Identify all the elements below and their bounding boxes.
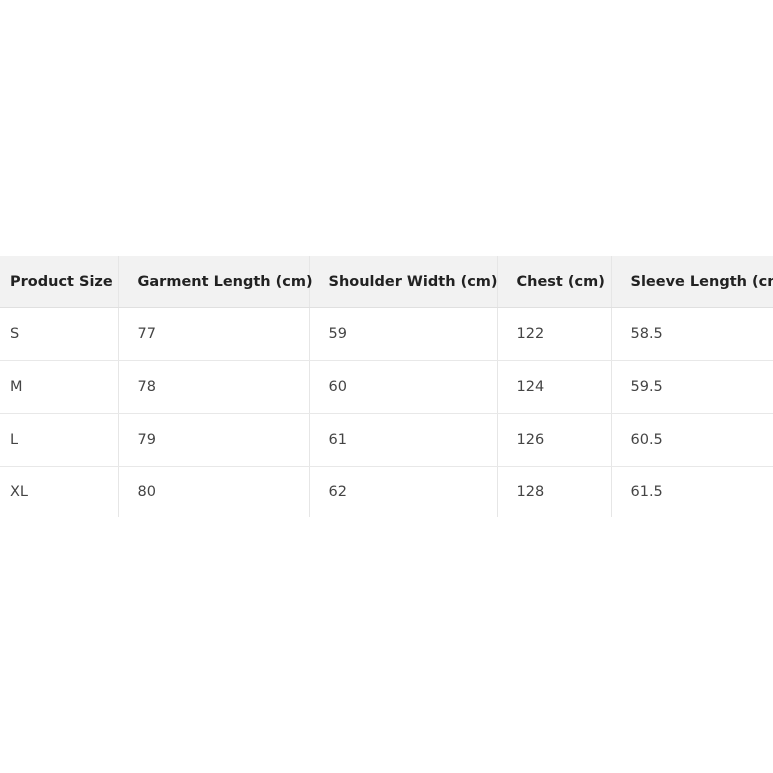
table-cell: S (0, 307, 119, 361)
table-body: S 77 59 122 58.5 M 78 60 124 59.5 L 79 61 126 60.5 XL 80… (0, 307, 773, 517)
table-cell: 77 (118, 307, 310, 361)
table-cell: L (0, 413, 119, 467)
table-cell: 60.5 (611, 413, 773, 467)
table-row: XL 80 62 128 61.5 (0, 466, 773, 517)
header-cell: Shoulder Width (cm) (309, 256, 498, 308)
table-cell: 62 (309, 466, 498, 517)
table-cell: 78 (118, 360, 310, 414)
table-cell: M (0, 360, 119, 414)
table-cell: 124 (497, 360, 612, 414)
table-row: L 79 61 126 60.5 (0, 413, 773, 467)
table-cell: 126 (497, 413, 612, 467)
table-cell: 58.5 (611, 307, 773, 361)
size-table: Product Size Garment Length (cm) Shoulder … (0, 256, 773, 517)
table-cell: XL (0, 466, 119, 517)
table-cell: 61.5 (611, 466, 773, 517)
table-cell: 60 (309, 360, 498, 414)
table-cell: 80 (118, 466, 310, 517)
table-container: Product Size Garment Length (cm) Shoulder … (0, 256, 773, 517)
header-row: Product Size Garment Length (cm) Shoulder … (0, 256, 773, 308)
table-cell: 59.5 (611, 360, 773, 414)
header-cell: Product Size (0, 256, 119, 308)
table-cell: 59 (309, 307, 498, 361)
table-row: S 77 59 122 58.5 (0, 307, 773, 361)
table-cell: 122 (497, 307, 612, 361)
header-cell: Sleeve Length (cm) (611, 256, 773, 308)
table-row: M 78 60 124 59.5 (0, 360, 773, 414)
header-cell: Chest (cm) (497, 256, 612, 308)
table-cell: 79 (118, 413, 310, 467)
table-cell: 61 (309, 413, 498, 467)
table-cell: 128 (497, 466, 612, 517)
header-cell: Garment Length (cm) (118, 256, 313, 308)
